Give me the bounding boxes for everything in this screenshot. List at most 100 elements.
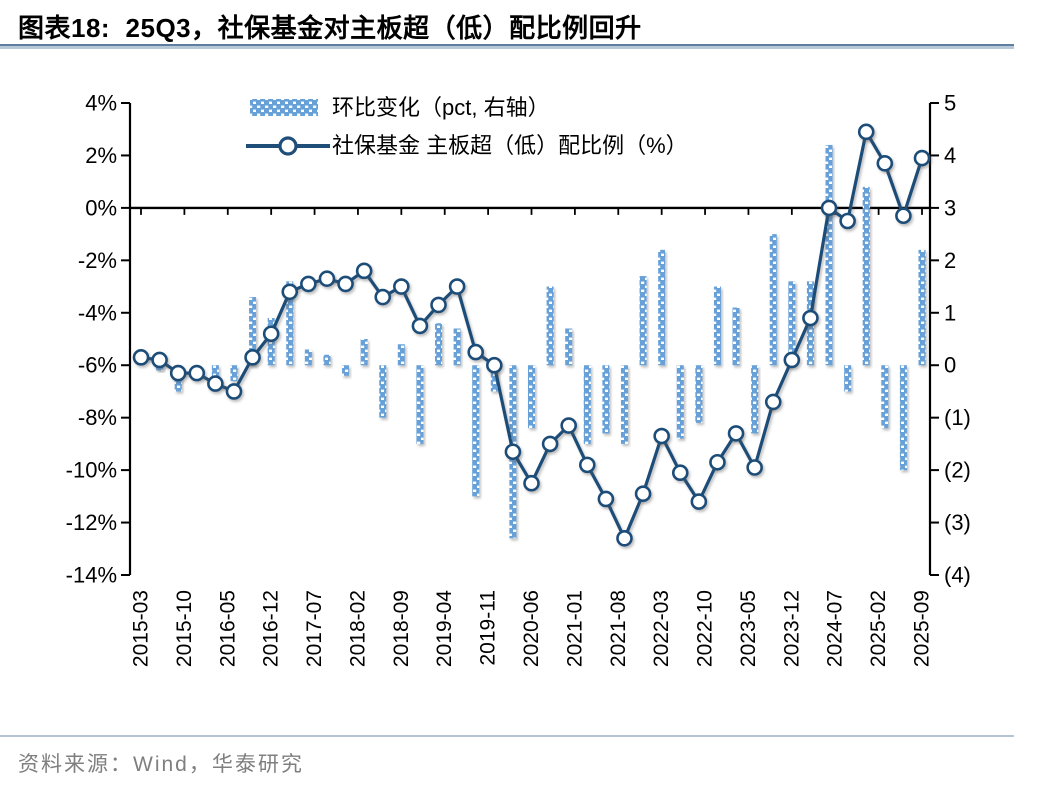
line-marker [560,417,577,434]
line-marker [244,349,261,366]
left-axis-label: -14% [66,563,117,588]
line-marker [337,275,354,293]
bar-qoq-change [528,365,535,429]
left-axis-label: -2% [78,248,117,273]
title-rule [0,44,1014,49]
line-marker [783,351,801,369]
bar-qoq-change [620,365,628,444]
bar-qoq-change [472,365,480,497]
bar-qoq-change [658,249,666,366]
legend-bar-label: 环比变化（pct, 右轴） [332,95,550,120]
line-marker [411,317,429,335]
legend-line-marker [278,136,298,156]
bar-qoq-change [676,365,684,439]
plot-area: 4% 2% 0% -2% -4% -6% -8% -10% -12% -14% 5 4 3 2 1 0 (1) (… [66,91,971,668]
legend-bar-swatch [250,99,318,116]
line-marker [690,493,708,510]
line-marker [318,270,336,287]
line-marker [188,364,206,382]
bar-qoq-change [695,365,703,423]
line-marker [374,288,392,306]
line-marker [430,296,447,314]
line-marker [541,435,559,453]
line-marker [393,278,410,295]
bar-qoq-change [286,281,294,366]
x-axis-label: 2022-10 [694,590,717,667]
legend-line-label: 社保基金 主板超（低）配比例（%） [332,133,688,158]
x-axis-label: 2021-08 [607,590,630,667]
line-marker [467,343,485,361]
line-marker [802,309,819,327]
line-marker [523,474,540,492]
x-axis-label: 2024-07 [824,590,847,667]
x-axis-label: 2020-06 [520,590,543,667]
line-marker [578,456,596,474]
bar-qoq-change [435,323,443,366]
bar-qoq-change [546,286,554,366]
left-axis-label: -10% [66,458,117,483]
chart-title: 图表18: 25Q3，社保基金对主板超（低）配比例回升 [18,13,642,43]
bar-qoq-change [918,249,926,366]
x-axis-label: 2025-02 [867,590,890,667]
bar-qoq-change [899,365,907,471]
footer-rule [0,735,1014,737]
line-marker [504,443,522,461]
line-marker [709,453,726,471]
line-marker [225,383,243,400]
line-marker [151,351,168,369]
line-marker [132,349,150,366]
line-marker [895,207,912,225]
x-axis-label: 2021-01 [563,590,586,667]
bar-qoq-change [490,365,498,392]
source-note: 资料来源：Wind，华泰研究 [18,753,304,776]
right-axis-label: (4) [944,563,971,588]
line-marker [355,262,373,280]
x-axis-label: 2025-09 [911,590,934,667]
bar-qoq-change [639,276,647,366]
bar-qoq-change [769,234,777,366]
x-axis-label: 2018-02 [346,590,369,667]
line-marker [913,149,931,167]
x-axis-label: 2018-09 [390,590,413,667]
x-axis-label: 2015-03 [130,590,153,667]
line-marker [300,275,317,293]
right-axis-label: 1 [944,300,956,325]
bar-qoq-change [342,365,350,376]
left-axis-label: 2% [85,143,117,168]
line-marker [448,278,466,295]
line-marker [876,155,894,172]
bar-qoq-change [397,344,405,366]
x-axis-label: 2017-07 [303,590,326,667]
line-marker [764,393,782,411]
line-marker [262,325,280,343]
bar-qoq-change [249,297,257,366]
line-marker [486,356,503,374]
bar-qoq-change [602,365,610,434]
line-marker [281,283,299,301]
line-marker [746,459,763,476]
x-axis-label: 2019-11 [477,590,500,666]
x-axis-label: 2023-05 [737,590,760,667]
line-marker [820,199,838,217]
line-marker [634,485,652,503]
line-marker [616,529,633,547]
left-axis-label: -12% [66,510,117,535]
line-marker [671,464,689,482]
left-axis-label: -6% [78,353,117,378]
right-axis-label: 5 [944,91,956,116]
bar-qoq-change [416,365,424,444]
line-marker [857,123,875,141]
bar-qoq-change [323,354,331,366]
bar-qoq-change [453,328,461,366]
bar-qoq-change [713,286,721,366]
bar-qoq-change [881,365,889,429]
bar-qoq-change [379,365,387,418]
right-axis-label: 0 [944,353,956,378]
left-axis-label: -4% [78,300,117,325]
line-marker [653,427,670,445]
left-axis-label: 0% [85,195,117,220]
left-axis-label: 4% [85,91,117,116]
right-axis-label: (3) [944,510,971,535]
line-marker [597,490,615,508]
